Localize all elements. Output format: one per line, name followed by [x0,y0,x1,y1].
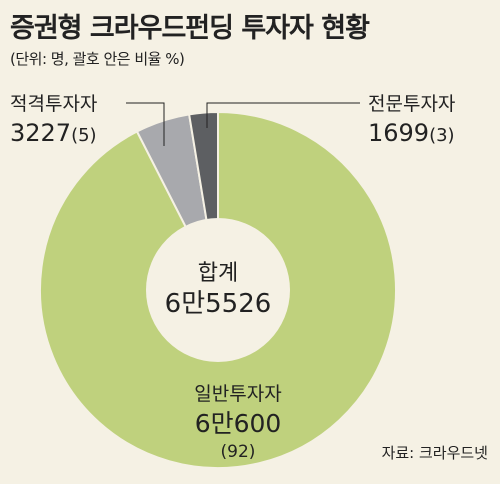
slice-percent-qualified: (5) [71,125,97,146]
slice-label-professional: 전문투자자 [368,93,455,115]
leader-line-professional [206,102,360,128]
slice-value-professional: 1699 [368,119,429,147]
slice-percent-professional: (3) [429,125,455,146]
slice-callout-professional: 1699(3) [368,119,455,147]
slice-label-qualified: 적격투자자 [10,93,97,115]
center-label: 합계 [198,261,238,286]
chart-subtitle: (단위: 명, 괄호 안은 비율 %) [10,50,185,68]
slice-value-qualified: 3227 [10,119,71,147]
slice-value-general: 6만600 [195,409,282,438]
donut-hole [146,218,290,362]
slice-percent-general: (92) [221,442,256,462]
slice-callout-qualified: 3227(5) [10,119,97,147]
chart-title: 증권형 크라우드펀딩 투자자 현황 [10,13,370,44]
leader-line-qualified [126,102,165,146]
center-value: 6만5526 [165,289,272,319]
slice-label-general: 일반투자자 [194,383,281,405]
source-note: 자료: 크라우드넷 [381,444,488,462]
